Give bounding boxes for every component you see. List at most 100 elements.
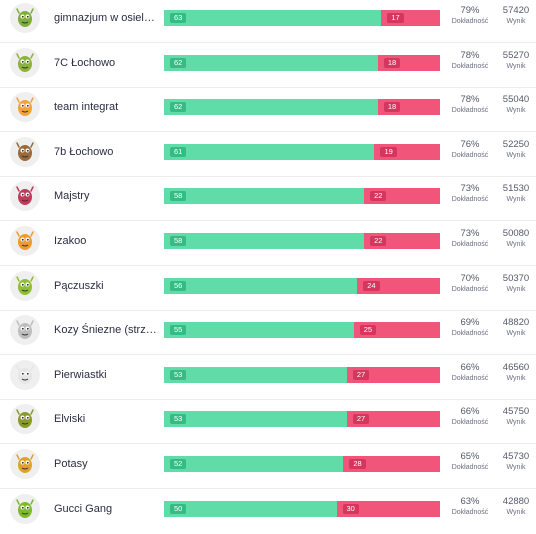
correct-count-badge: 61 [170,146,187,157]
answers-bar: 62 18 [164,99,440,116]
accuracy-label: Dokładność [451,374,489,382]
accuracy-stat: 69% Dokładność [448,317,492,339]
worm-avatar-icon [16,275,34,295]
correct-count-badge: 63 [170,13,187,23]
accuracy-value: 70% [460,272,480,284]
green-alien-avatar-icon [16,498,34,518]
score-stat: 55040 Wynik [496,94,536,116]
team-name: Gucci Gang [54,502,113,515]
score-label: Wynik [506,151,526,159]
score-stat: 48820 Wynik [496,317,536,339]
accuracy-value: 63% [460,495,480,507]
correct-count-badge: 58 [170,191,187,202]
correct-answers-segment: 53 [164,411,347,428]
score-label: Wynik [506,374,526,382]
leaderboard-row[interactable]: Potasy 52 28 65% Dokładność 45730 Wynik [0,445,536,489]
accuracy-value: 78% [460,49,480,61]
accuracy-stat: 79% Dokładność [448,5,492,27]
answers-bar: 53 27 [164,411,440,428]
team-avatar [10,493,40,524]
score-stat: 45730 Wynik [496,451,536,473]
correct-answers-segment: 61 [164,143,375,160]
leaderboard-row[interactable]: gimnazjum w osielsku 63 17 79% Dokładność 574… [0,0,536,43]
wrong-count-badge: 19 [380,146,397,157]
bird-avatar-icon [16,186,34,206]
wrong-count-badge: 22 [370,191,387,202]
dragon-avatar-icon [16,409,34,429]
score-value: 45750 [502,406,530,418]
leaderboard-row[interactable]: Gucci Gang 50 30 63% Dokładność 42880 Wynik [0,490,536,534]
team-name: team integrat [54,101,119,114]
wrong-answers-segment: 27 [346,411,440,428]
accuracy-label: Dokładność [451,196,489,204]
wrong-count-badge: 24 [363,280,380,291]
team-name: Izakoo [54,235,87,247]
team-name: Elviski [54,413,86,426]
wrong-answers-segment: 25 [353,322,440,339]
correct-count-badge: 56 [170,280,187,291]
accuracy-label: Dokładność [451,18,489,25]
team-avatar [10,3,40,33]
score-value: 52250 [502,138,530,150]
score-stat: 50080 Wynik [496,228,536,250]
frog-avatar-icon [16,8,34,27]
leaderboard-row[interactable]: Pączuszki 56 24 70% Dokładność 50370 Wynik [0,267,536,311]
correct-count-badge: 53 [170,414,187,425]
leaderboard-row[interactable]: Majstry 58 22 73% Dokładność 51530 Wynik [0,177,536,222]
correct-answers-segment: 53 [164,366,347,383]
score-stat: 52250 Wynik [496,139,536,161]
accuracy-label: Dokładność [451,285,489,293]
leaderboard-row[interactable]: Pierwiastki 53 27 66% Dokładność 46560 Wynik [0,356,536,400]
score-value: 57420 [502,5,530,16]
answers-bar: 53 27 [164,366,440,383]
team-name: Kozy Śniezne (strzel… [54,324,158,337]
leaderboard-row[interactable]: 7C Łochowo 62 18 78% Dokładność 55270 Wynik [0,44,536,88]
accuracy-value: 73% [460,228,480,239]
wrong-answers-segment: 18 [377,54,440,71]
score-label: Wynik [506,241,526,248]
answers-bar: 56 24 [164,277,440,294]
wrong-count-badge: 27 [352,414,370,425]
score-value: 51530 [502,183,530,195]
score-label: Wynik [506,196,526,204]
score-value: 55040 [502,94,530,106]
leaderboard-row[interactable]: team integrat 62 18 78% Dokładność 55040 Wynik [0,88,536,133]
wrong-count-badge: 17 [387,13,404,23]
accuracy-value: 69% [460,317,480,329]
leaderboard-row[interactable]: 7b Łochowo 61 19 76% Dokładność 52250 Wynik [0,133,536,177]
team-name: gimnazjum w osielsku [54,12,158,24]
score-label: Wynik [506,464,526,471]
leaderboard-row[interactable]: Izakoo 58 22 73% Dokładność 50080 Wynik [0,222,536,266]
correct-answers-segment: 58 [164,188,365,205]
wrong-count-badge: 25 [359,325,377,336]
wrong-answers-segment: 22 [364,188,440,205]
leaderboard-row[interactable]: Kozy Śniezne (strzel… 55 25 69% Dokładność 48… [0,311,536,356]
score-value: 45730 [502,451,530,462]
score-value: 50370 [502,272,530,284]
score-label: Wynik [506,62,526,70]
brown-creature-avatar-icon [16,142,34,161]
goat-avatar-icon [16,320,34,340]
team-avatar [10,226,40,256]
score-label: Wynik [506,107,526,115]
accuracy-value: 76% [460,138,480,150]
score-stat: 45750 Wynik [496,406,536,428]
team-avatar [10,359,40,390]
accuracy-label: Dokładność [451,107,489,115]
team-avatar [10,47,40,78]
leaderboard-row[interactable]: Elviski 53 27 66% Dokładność 45750 Wynik [0,400,536,445]
team-avatar [10,404,40,435]
correct-count-badge: 55 [170,325,187,336]
accuracy-stat: 73% Dokładność [448,183,492,205]
team-name: 7C Łochowo [54,56,116,69]
wrong-answers-segment: 30 [336,500,440,517]
accuracy-stat: 76% Dokładność [448,139,492,161]
answers-bar: 58 22 [164,188,440,205]
accuracy-stat: 73% Dokładność [448,228,492,250]
wrong-count-badge: 30 [342,503,359,514]
accuracy-value: 73% [460,183,480,195]
correct-answers-segment: 58 [164,233,365,249]
score-stat: 57420 Wynik [496,5,536,27]
team-name: Potasy [54,458,88,470]
score-value: 48820 [502,317,530,329]
